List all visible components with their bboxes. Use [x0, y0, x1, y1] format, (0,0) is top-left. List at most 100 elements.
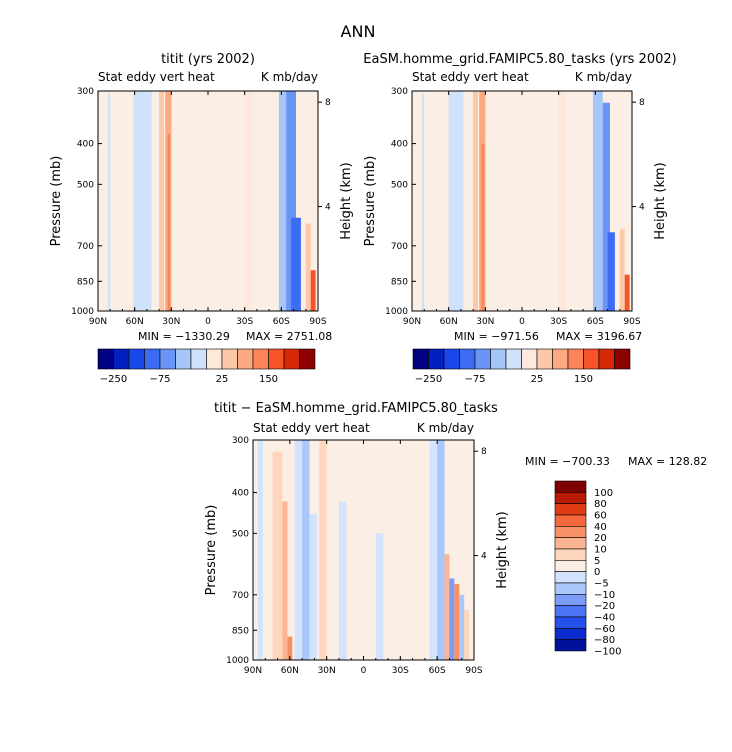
y-tick-label: 500 — [77, 180, 94, 190]
panel-2-y-axis-label: Pressure (mb) — [363, 156, 378, 247]
contour-band — [278, 91, 289, 311]
colorbar-box — [474, 348, 491, 370]
contour-band — [244, 91, 252, 311]
panel-1-y-axis-label: Pressure (mb) — [49, 156, 64, 247]
panel-3-y-axis-label: Pressure (mb) — [204, 505, 219, 596]
x-tick-label: 30N — [318, 666, 336, 676]
colorbar-box — [536, 348, 553, 370]
contour-band — [338, 501, 347, 660]
panel-2-right-axis-label: Height (km) — [653, 162, 668, 239]
colorbar-box — [428, 348, 445, 370]
colorbar-label: 25 — [216, 374, 229, 385]
colorbar-box — [159, 348, 176, 370]
colorbar-box — [614, 348, 631, 370]
panel-3-max-text: MAX = 128.82 — [628, 455, 707, 468]
colorbar-box — [412, 348, 429, 370]
panel-1-title: titit (yrs 2002) — [161, 52, 255, 67]
contour-band — [302, 440, 310, 660]
panel-2-colorbar: −250 −75 25 150 — [412, 348, 631, 385]
panel-1: titit (yrs 2002) Stat eddy vert heat K m… — [49, 52, 354, 385]
colorbar-box — [144, 348, 161, 370]
contour-band — [294, 440, 303, 660]
right-tick-label: 4 — [639, 203, 645, 213]
colorbar-box — [554, 492, 587, 504]
contour-band — [481, 143, 485, 311]
colorbar-box — [554, 571, 587, 584]
contour-band — [437, 440, 445, 660]
y-tick-label: 700 — [77, 242, 94, 252]
colorbar-label: 0 — [594, 567, 600, 578]
colorbar-box — [505, 348, 522, 370]
colorbar-box — [128, 348, 145, 370]
x-tick-label: 90S — [465, 666, 482, 676]
colorbar-box — [554, 639, 587, 652]
colorbar-box — [283, 348, 300, 370]
x-tick-label: 30N — [162, 317, 180, 327]
figure-title: ANN — [341, 22, 376, 41]
y-tick-label: 850 — [232, 626, 249, 636]
colorbar-box — [97, 348, 114, 370]
x-tick-label: 30S — [392, 666, 409, 676]
colorbar-box — [554, 582, 587, 595]
colorbar-label: 25 — [531, 374, 544, 385]
colorbar-box — [554, 627, 587, 640]
contour-band — [133, 91, 152, 311]
y-tick-label: 500 — [391, 180, 408, 190]
panel-3-contour-fills — [257, 440, 470, 660]
panel-2-max-text: MAX = 3196.67 — [556, 330, 642, 343]
colorbar-label: 100 — [594, 488, 613, 499]
panel-2: EaSM.homme_grid.FAMIPC5.80_tasks (yrs 20… — [363, 52, 677, 385]
colorbar-label: 10 — [594, 544, 607, 555]
right-tick-label: 8 — [639, 98, 645, 108]
panel-2-contour-fills — [421, 91, 630, 311]
y-tick-label: 400 — [232, 489, 249, 499]
colorbar-label: −80 — [594, 635, 615, 646]
colorbar-label: 80 — [594, 499, 607, 510]
contour-band — [459, 594, 465, 660]
colorbar-box — [113, 348, 130, 370]
contour-band — [167, 134, 171, 311]
colorbar-box — [459, 348, 476, 370]
panel-3-title: titit − EaSM.homme_grid.FAMIPC5.80_tasks — [214, 401, 498, 416]
panel-3-min-text: MIN = −700.33 — [525, 455, 610, 468]
panel-1-variable-label: Stat eddy vert heat — [98, 70, 215, 84]
colorbar-box — [554, 537, 587, 550]
contour-band — [319, 440, 327, 660]
contour-band — [448, 91, 464, 311]
panel-2-variable-label: Stat eddy vert heat — [412, 70, 529, 84]
colorbar-label: −5 — [594, 578, 609, 589]
panel-1-colorbar: −250 −75 25 150 — [97, 348, 316, 385]
colorbar-box — [554, 593, 587, 606]
contour-band — [310, 270, 316, 311]
x-tick-label: 90S — [623, 317, 640, 327]
y-tick-label: 700 — [391, 242, 408, 252]
contour-band — [607, 232, 615, 311]
y-tick-label: 500 — [232, 529, 249, 539]
x-tick-label: 30S — [236, 317, 253, 327]
contour-band — [282, 501, 288, 660]
colorbar-label: −75 — [464, 374, 485, 385]
contour-band — [429, 440, 438, 660]
contour-band — [473, 91, 478, 311]
panel-1-axes: 90N 60N 30N 0 30S 60S 90S 300 400 500 700 850 1000 8 4 — [71, 87, 331, 327]
colorbar-label: 40 — [594, 522, 607, 533]
colorbar-box — [554, 560, 587, 572]
panel-2-units-label: K mb/day — [575, 70, 632, 84]
panel-1-right-axis-label: Height (km) — [339, 162, 354, 239]
x-tick-label: 0 — [519, 317, 525, 327]
x-tick-label: 60S — [587, 317, 604, 327]
contour-band — [464, 609, 470, 660]
colorbar-box — [268, 348, 285, 370]
contour-band — [558, 91, 566, 311]
colorbar-box — [237, 348, 254, 370]
colorbar-box — [554, 480, 587, 493]
x-tick-label: 60N — [281, 666, 299, 676]
colorbar-box — [175, 348, 192, 370]
colorbar-box — [299, 348, 316, 370]
contour-band — [421, 94, 425, 311]
contour-band — [159, 91, 164, 311]
contour-band — [624, 274, 630, 311]
panel-2-axes: 90N 60N 30N 0 30S 60S 90S 300 400 500 700 850 1000 8 4 — [385, 87, 645, 327]
y-tick-label: 850 — [391, 277, 408, 287]
